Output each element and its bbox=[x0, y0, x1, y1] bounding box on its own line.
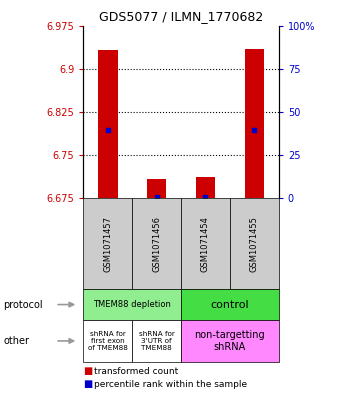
Text: transformed count: transformed count bbox=[94, 367, 178, 376]
Bar bbox=[98, 50, 118, 198]
Text: GSM1071454: GSM1071454 bbox=[201, 216, 210, 272]
Text: other: other bbox=[3, 336, 29, 346]
Text: GSM1071457: GSM1071457 bbox=[103, 216, 112, 272]
Bar bbox=[244, 49, 264, 198]
Text: TMEM88 depletion: TMEM88 depletion bbox=[93, 300, 171, 309]
Bar bbox=[196, 176, 215, 198]
Text: ■: ■ bbox=[83, 366, 92, 376]
Text: non-targetting
shRNA: non-targetting shRNA bbox=[194, 330, 265, 352]
Text: ■: ■ bbox=[83, 379, 92, 389]
Text: percentile rank within the sample: percentile rank within the sample bbox=[94, 380, 246, 389]
Text: control: control bbox=[210, 299, 249, 310]
Text: shRNA for
first exon
of TMEM88: shRNA for first exon of TMEM88 bbox=[88, 331, 128, 351]
Text: protocol: protocol bbox=[3, 299, 43, 310]
Bar bbox=[147, 180, 166, 198]
Title: GDS5077 / ILMN_1770682: GDS5077 / ILMN_1770682 bbox=[99, 10, 263, 23]
Text: GSM1071456: GSM1071456 bbox=[152, 216, 161, 272]
Text: shRNA for
3'UTR of
TMEM88: shRNA for 3'UTR of TMEM88 bbox=[139, 331, 174, 351]
Text: GSM1071455: GSM1071455 bbox=[250, 216, 259, 272]
